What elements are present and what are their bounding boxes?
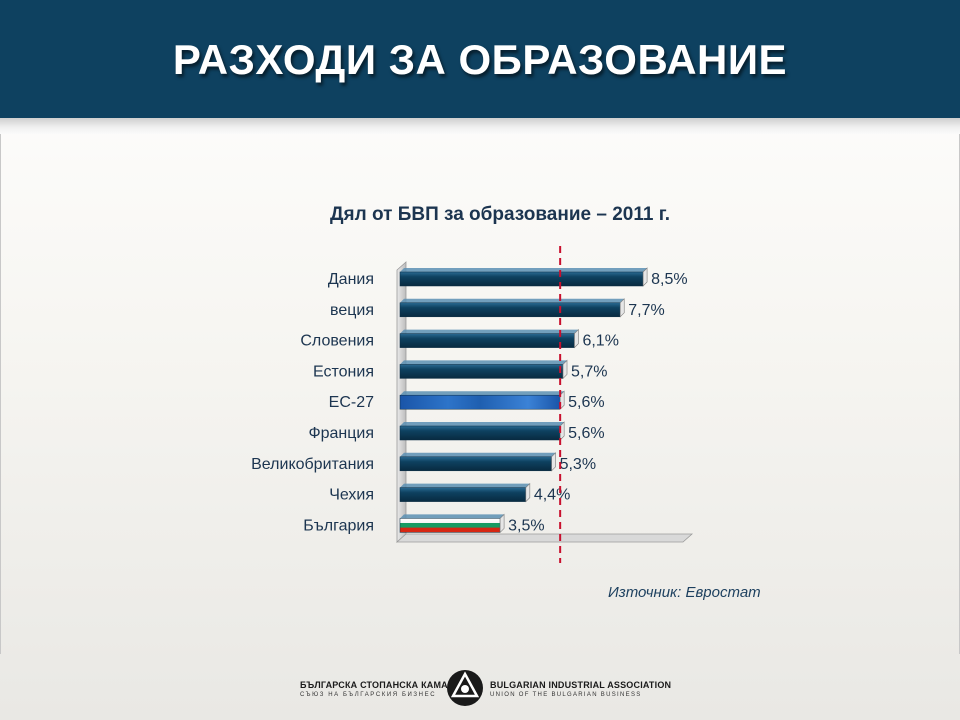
logo-text-en: BULGARIAN INDUSTRIAL ASSOCIATION UNION O… — [490, 680, 671, 698]
bar-end-cap — [525, 482, 531, 503]
bar-front-face — [399, 425, 561, 441]
bar-end-cap — [642, 267, 648, 287]
bar-front-face — [399, 487, 527, 502]
value-label: 6,1% — [582, 333, 618, 350]
category-label: Дания — [328, 271, 374, 288]
bar-top-face — [400, 483, 530, 488]
axis-floor — [395, 533, 694, 543]
header-bar: РАЗХОДИ ЗА ОБРАЗОВАНИЕ — [0, 0, 960, 118]
value-label: 5,3% — [560, 456, 596, 473]
bar-end-cap — [499, 513, 505, 534]
bar-front-face — [399, 302, 621, 318]
header-strip — [0, 118, 960, 134]
bar — [399, 390, 565, 410]
value-label: 5,6% — [568, 425, 604, 442]
category-label: България — [303, 517, 374, 534]
value-label: 5,7% — [571, 363, 607, 380]
org-name-bg: БЪЛГАРСКА СТОПАНСКА КАМАРА — [300, 680, 460, 690]
value-label: 8,5% — [651, 271, 687, 288]
bar-front-face — [399, 271, 644, 287]
source-note: Източник: Евростат — [608, 584, 761, 601]
bar-front-face — [399, 456, 552, 472]
bar-top-face — [400, 329, 579, 334]
bar-end-cap — [574, 328, 579, 349]
bar-top-face — [400, 422, 565, 426]
value-label: 5,6% — [568, 394, 604, 411]
bar-front-face — [399, 364, 564, 379]
bar — [399, 482, 531, 503]
bar — [399, 328, 579, 349]
category-label: Чехия — [329, 487, 374, 504]
value-label: 4,4% — [534, 487, 570, 504]
bar — [399, 421, 565, 441]
footer: БЪЛГАРСКА СТОПАНСКА КАМАРА СЪЮЗ НА БЪЛГА… — [0, 662, 960, 720]
chart-title: Дял от БВП за образование – 2011 г. — [330, 204, 670, 225]
value-label: 3,5% — [508, 517, 544, 534]
bar-end-cap — [562, 359, 568, 380]
bar-front-face — [399, 333, 575, 348]
bar-top-face — [400, 452, 556, 457]
bar-top-face — [400, 268, 648, 272]
bar — [399, 359, 568, 380]
bars-group — [399, 267, 648, 534]
org-name-en: BULGARIAN INDUSTRIAL ASSOCIATION — [490, 680, 672, 690]
bar — [399, 452, 556, 472]
bar-top-face — [400, 391, 565, 396]
bar — [399, 267, 648, 287]
category-label: ЕС-27 — [329, 394, 374, 411]
bar — [399, 513, 505, 534]
logo-text-bg: БЪЛГАРСКА СТОПАНСКА КАМАРА СЪЮЗ НА БЪЛГА… — [300, 680, 460, 698]
bar-front-face — [399, 518, 501, 533]
category-label: Великобритания — [251, 456, 374, 473]
category-label: Естония — [313, 363, 374, 380]
org-sub-en: UNION OF THE BULGARIAN BUSINESS — [490, 692, 642, 698]
category-label: Словения — [300, 333, 374, 350]
bia-emblem-icon — [447, 670, 483, 706]
bar-front-face — [399, 394, 561, 410]
category-label: веция — [330, 302, 374, 319]
bar-end-cap — [619, 298, 625, 318]
bar-top-face — [400, 514, 505, 519]
category-labels: Дания веция Словения Естония ЕС-27 Франция Вел… — [251, 271, 374, 534]
value-labels: 8,5% 7,7% 6,1% 5,7% 5,6% 5,6% 5,3% 4,4% 3,5% — [508, 271, 687, 534]
bar-end-cap — [551, 452, 556, 472]
value-label: 7,7% — [628, 302, 664, 319]
bar-top-face — [400, 298, 625, 303]
bar — [399, 298, 625, 318]
bar-top-face — [400, 360, 568, 365]
category-label: Франция — [308, 425, 374, 442]
org-sub-bg: СЪЮЗ НА БЪЛГАРСКИЯ БИЗНЕС — [300, 692, 437, 698]
page-title: РАЗХОДИ ЗА ОБРАЗОВАНИЕ — [172, 36, 788, 83]
